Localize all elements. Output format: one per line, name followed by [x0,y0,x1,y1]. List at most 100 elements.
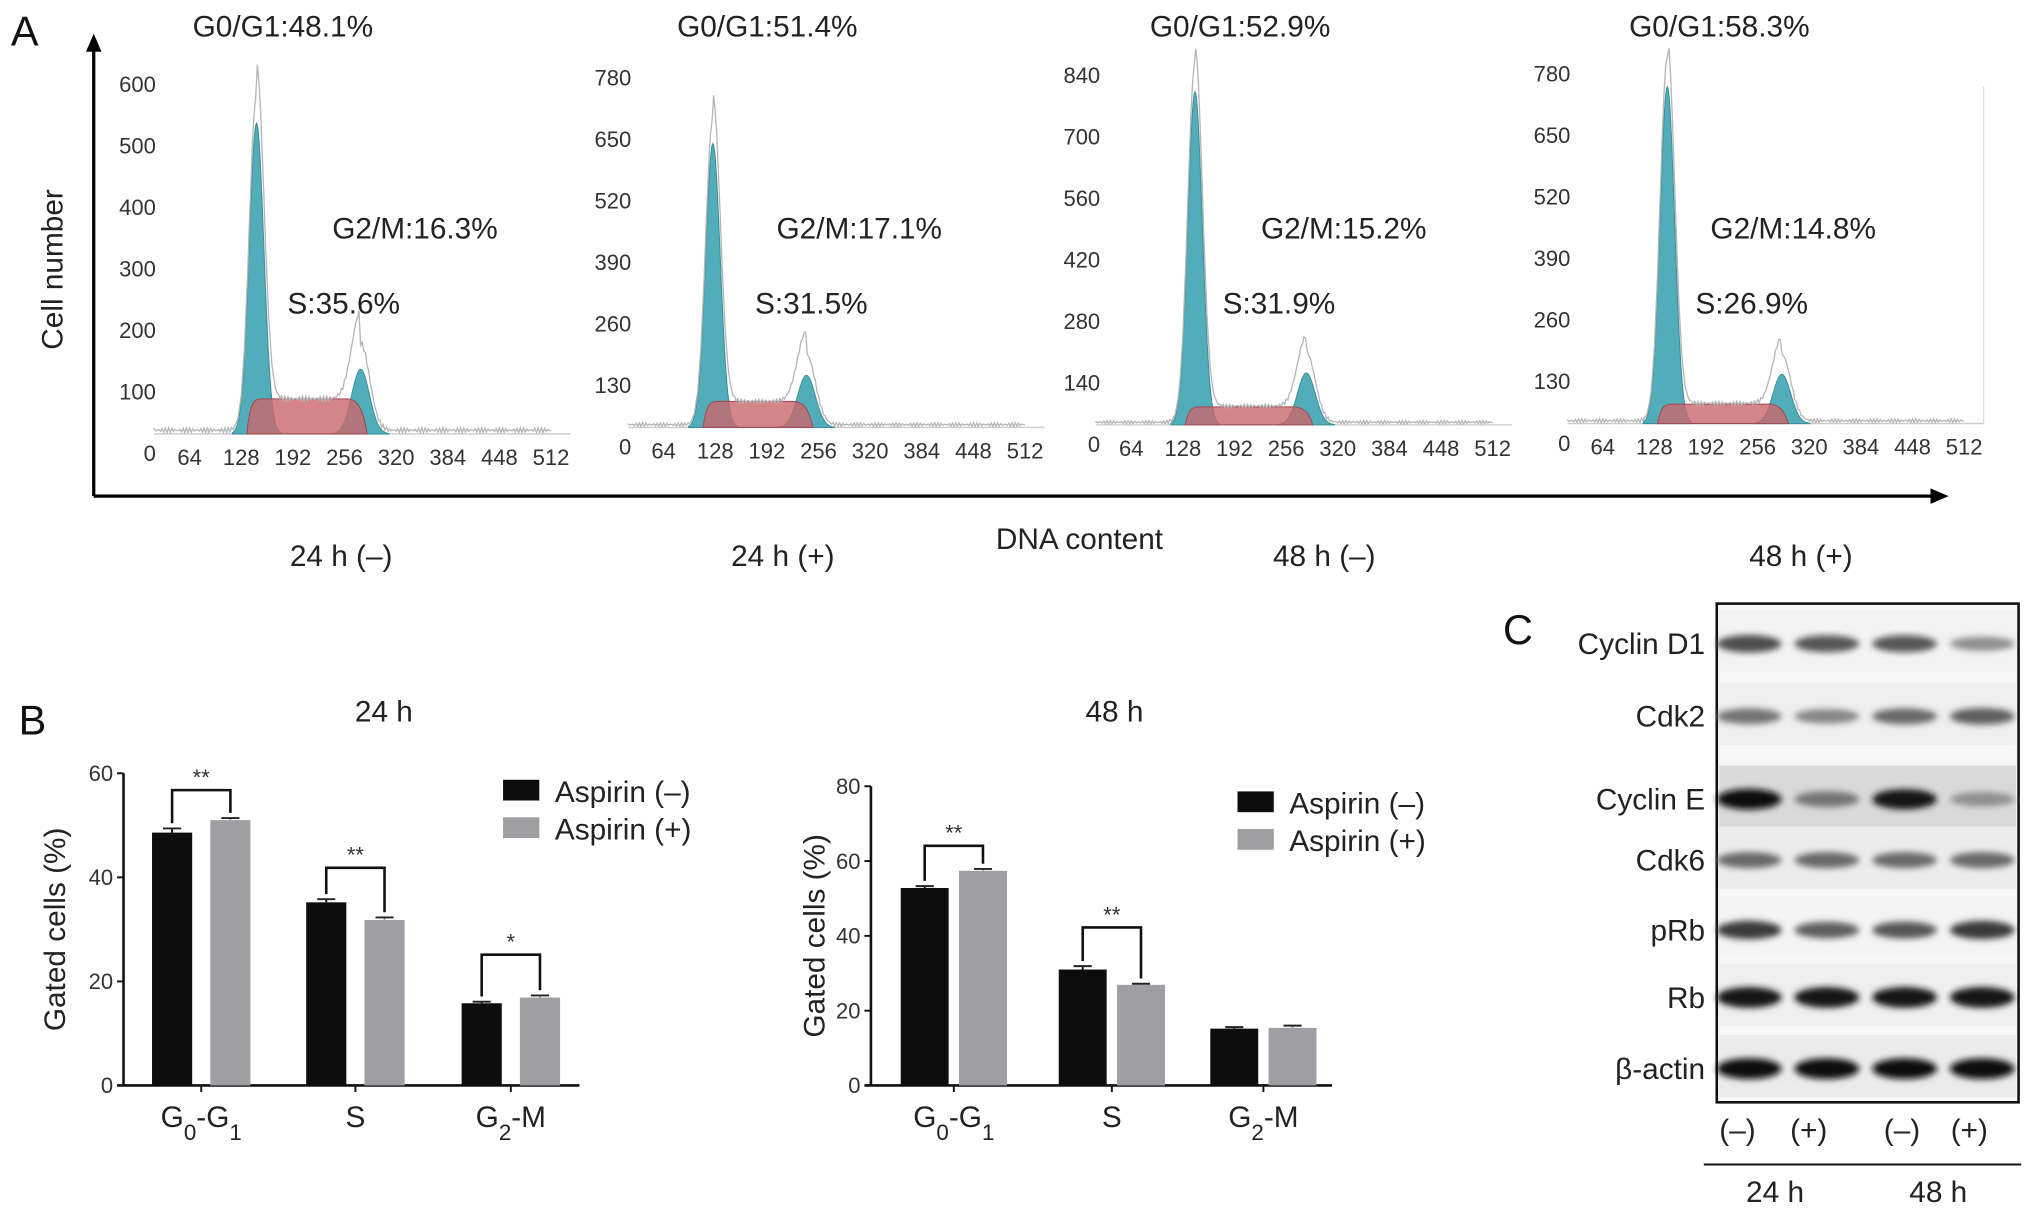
x-tick-label: 192 [1688,435,1725,460]
protein-band [1949,792,2015,807]
significance-marker: ** [193,765,211,790]
y-tick-label: 20 [836,998,861,1023]
x-tick-label: 384 [429,445,466,470]
x-tick-label: S [1102,1101,1122,1134]
condition-label: 48 h (+) [1749,540,1852,573]
y-axis-label: Cell number [37,189,70,350]
g2-m-percentage: G2/M:14.8% [1710,212,1876,245]
g2-m-percentage: G2/M:16.3% [332,212,498,245]
x-axis-arrowhead [1930,488,1949,504]
legend-label: Aspirin (–) [1289,787,1425,820]
histogram-1: 0 100 200 300 400 500 600 64 128 192 256 320 384 448 5… [119,10,571,573]
y-tick-label: 600 [119,72,156,97]
x-tick-label: G0-G1 [913,1101,994,1145]
x-tick-label: 384 [1843,435,1880,460]
y-tick-label: 40 [836,924,861,949]
lane-label: (–) [1719,1114,1755,1147]
bar [1117,984,1165,1086]
s-phase-area [1657,403,1789,425]
x-tick-label: 320 [378,445,415,470]
y-tick-label: 390 [1534,246,1571,271]
panel-label-b: B [19,696,47,743]
g0-g1-peak [1170,90,1220,426]
x-tick-label: 64 [651,439,676,464]
s-percentage: S:31.5% [755,287,868,320]
histogram-3: 0 140 280 420 560 700 840 64 128 192 256 320 384 448 5… [1063,10,1513,573]
y-tick-label: 780 [1534,62,1571,87]
g2-m-percentage: G2/M:15.2% [1261,212,1427,245]
bar [959,870,1007,1086]
x-tick-label: 320 [1319,436,1356,461]
histogram-2: 0 130 260 390 520 650 780 64 128 192 256 320 384 448 5… [595,10,1045,573]
protein-band [1872,789,1937,810]
bar [210,820,251,1086]
lane-label: (+) [1951,1114,1988,1147]
x-tick-label: 64 [1591,435,1616,460]
lane-label: (–) [1884,1114,1920,1147]
protein-band [1716,851,1782,869]
g0-g1-peak [231,121,282,435]
y-tick-label: 390 [595,250,632,275]
protein-band [1949,920,2015,940]
bar [1268,1027,1317,1086]
significance-marker: * [507,929,516,954]
significance-marker: ** [1103,902,1121,927]
condition-label: 24 h (–) [290,540,393,573]
bar-chart-48h: 48 h Gated cells (%) 0 20 40 60 80 G0-G1 ** S ** G2… [798,695,1426,1144]
protein-label: Rb [1667,982,1705,1015]
fitted-outline [153,64,552,435]
y-tick-label: 60 [836,849,861,874]
y-axis-label: Gated cells (%) [39,828,72,1032]
y-tick-label: 40 [89,865,114,890]
s-phase-area [1184,406,1314,426]
y-tick-label: 200 [119,318,156,343]
group-label: 24 h [1746,1176,1804,1209]
y-tick-label: 520 [595,189,632,214]
panel-label-a: A [11,7,39,54]
x-tick-label: 256 [1268,436,1305,461]
g0-g1-percentage: G0/G1:58.3% [1629,10,1809,43]
significance-bracket [170,788,232,824]
x-tick-label: 512 [533,445,570,470]
protein-label: β-actin [1615,1053,1705,1086]
protein-band [1949,636,2015,651]
g0-g1-peak [688,142,738,428]
protein-band [1872,987,1937,1008]
x-tick-label: 512 [1007,439,1044,464]
legend-swatch [1237,828,1274,850]
x-tick-label: 128 [223,445,260,470]
g0-g1-percentage: G0/G1:48.1% [193,10,373,43]
x-tick-label: 512 [1474,436,1511,461]
y-tick-label: 780 [595,65,632,90]
y-tick-label: 300 [119,257,156,282]
protein-band [1716,920,1782,940]
y-tick-label: 260 [595,312,632,337]
x-tick-label: 320 [852,439,889,464]
y-tick-label: 500 [119,133,156,158]
protein-label: Cyclin E [1596,784,1705,817]
g2-m-percentage: G2/M:17.1% [777,212,943,245]
bar [306,902,347,1086]
x-tick-label: 192 [749,439,786,464]
x-tick-label: 384 [903,439,940,464]
y-tick-label: 0 [848,1073,860,1098]
s-percentage: S:31.9% [1223,287,1336,320]
y-tick-label: 420 [1063,247,1100,272]
chart-title: 24 h [355,695,413,728]
x-tick-label: 256 [1739,435,1776,460]
y-tick-label: 560 [1063,186,1100,211]
significance-bracket [1081,926,1143,979]
protein-band [1794,851,1860,869]
x-tick-label: 128 [1636,435,1673,460]
x-tick-label: 320 [1791,435,1828,460]
protein-band [1949,987,2015,1008]
protein-label: pRb [1650,914,1705,947]
y-tick-label: 80 [836,774,861,799]
y-tick-label: 130 [595,373,632,398]
y-tick-label: 400 [119,195,156,220]
bar-chart-24h: 24 h Gated cells (%) 0 20 40 60 G0-G1 ** S ** G2-M… [39,695,691,1144]
protein-band [1794,708,1860,724]
significance-bracket [480,953,542,997]
protein-band [1872,635,1937,653]
